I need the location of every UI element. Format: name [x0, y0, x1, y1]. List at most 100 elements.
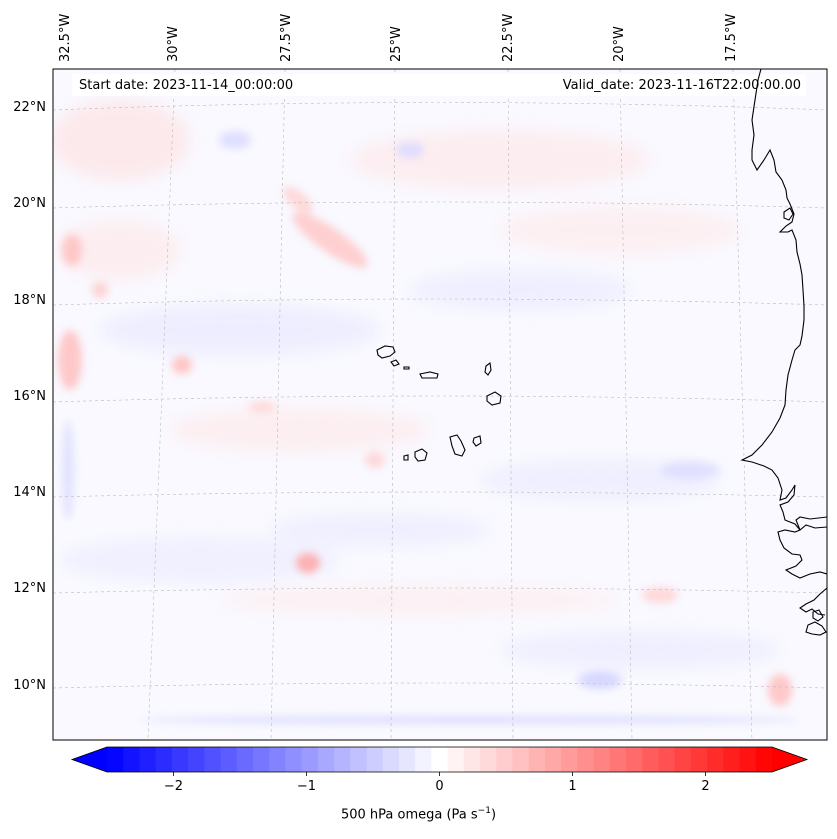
colorbar-cell: [415, 747, 432, 772]
colorbar-cell: [463, 747, 481, 772]
colorbar-cells: [107, 747, 773, 772]
colorbar-cell: [480, 747, 497, 772]
lon-label: 17.5°W: [724, 14, 739, 62]
island-sao-vicente: [390, 359, 400, 367]
colorbar-tick-label: 1: [568, 779, 576, 794]
lon-gridline: [270, 69, 286, 740]
colorbar-cell: [285, 747, 303, 772]
coastline-guinea: [799, 587, 827, 616]
descent-cell: [660, 461, 720, 479]
colorbar-cell: [350, 747, 368, 772]
island-bijagos: [812, 609, 824, 622]
island-bijagos: [805, 621, 827, 636]
colorbar-cell: [658, 747, 676, 772]
colorbar-cell: [123, 747, 141, 772]
lon-gridline: [507, 69, 514, 740]
colorbar-cell: [252, 747, 270, 772]
colorbar-cell: [561, 747, 578, 772]
colorbar-cell: [301, 747, 319, 772]
ascent-band: [283, 186, 313, 214]
lat-label: 20°N: [13, 196, 46, 211]
island-santo-antao: [376, 345, 396, 359]
ascent-cell: [248, 401, 276, 413]
lon-gridline: [732, 69, 753, 740]
colorbar-cell: [674, 747, 692, 772]
lon-gridline: [619, 69, 633, 740]
coastline-main: [740, 69, 827, 531]
descent-patch: [410, 270, 630, 310]
colorbar-cell: [577, 747, 595, 772]
colorbar-label: 500 hPa omega (Pa s−1): [0, 806, 837, 822]
lat-gridline: [53, 395, 827, 403]
ascent-cell: [58, 330, 82, 390]
colorbar-label-text: 500 hPa omega (Pa s: [340, 807, 478, 823]
island-sao-nicolau: [419, 371, 439, 379]
ascent-cell: [172, 356, 192, 374]
colorbar-outline: [70, 746, 809, 773]
lat-gridline: [53, 201, 827, 209]
lat-label: 12°N: [13, 581, 46, 596]
start-date-label: Start date: 2023-11-14_00:00:00: [79, 78, 294, 93]
colorbar-cell: [609, 747, 627, 772]
colorbar-ticks: −2 −1 0 1 2: [164, 772, 710, 794]
lat-label: 22°N: [13, 100, 46, 115]
ascent-cell: [642, 587, 678, 603]
lon-label: 32.5°W: [58, 14, 73, 62]
colorbar-cell: [366, 747, 384, 772]
colorbar-cell: [544, 747, 562, 772]
ascent-patch: [53, 100, 190, 180]
descent-band: [62, 420, 74, 520]
colorbar-tick-label: 2: [701, 779, 709, 794]
lat-gridline: [53, 587, 827, 594]
colorbar-tick-label: −2: [164, 779, 183, 794]
colorbar-cell: [642, 747, 660, 772]
colorbar-cell: [334, 747, 351, 772]
colorbar-cell: [139, 747, 157, 772]
descent-cell: [578, 671, 622, 689]
lat-gridline: [53, 682, 827, 689]
colorbar-label-close: ): [490, 807, 497, 823]
lon-gridline: [390, 69, 396, 740]
colorbar-cell: [626, 747, 643, 772]
cape-verde-islands: [376, 345, 502, 462]
header-box: [72, 74, 806, 96]
colorbar-cell: [739, 747, 757, 772]
map-border: [52, 68, 828, 741]
colorbar-cell: [447, 747, 465, 772]
lat-label: 10°N: [13, 678, 46, 693]
descent-patch: [60, 538, 340, 582]
colorbar-cell: [512, 747, 530, 772]
lon-label: 25°W: [389, 26, 404, 62]
colorbar-cell: [690, 747, 708, 772]
colorbar-cell: [269, 747, 287, 772]
colorbar-cell: [155, 747, 173, 772]
ascent-patch: [60, 220, 180, 280]
colorbar-min-extend-arrow: [72, 747, 107, 772]
lat-gridline: [53, 298, 827, 306]
colorbar-cell: [204, 747, 222, 772]
colorbar-label-exponent: −1: [477, 806, 491, 816]
lon-labels: 32.5°W 30°W 27.5°W 25°W 22.5°W 20°W 17.5…: [58, 14, 739, 62]
island-santiago: [449, 434, 466, 457]
colorbar-tick-label: −1: [297, 779, 316, 794]
descent-cell: [219, 131, 251, 149]
island-sal: [484, 362, 492, 376]
descent-band: [140, 716, 800, 724]
lon-label: 30°W: [166, 26, 181, 62]
descent-patch: [270, 514, 490, 546]
colorbar-tick-label: 0: [435, 779, 443, 794]
lon-label: 27.5°W: [279, 14, 294, 62]
colorbar-cell: [398, 747, 416, 772]
lat-gridline: [53, 102, 827, 111]
colorbar-cell: [188, 747, 205, 772]
lon-label: 20°W: [612, 26, 627, 62]
colorbar-cell: [107, 747, 124, 772]
lat-labels: 22°N 20°N 18°N 16°N 14°N 12°N 10°N: [13, 100, 46, 693]
ascent-cell: [296, 553, 320, 573]
lon-label: 22.5°W: [501, 14, 516, 62]
colorbar: −2 −1 0 1 2: [70, 746, 809, 794]
ascent-band: [292, 212, 368, 268]
lat-label: 14°N: [13, 485, 46, 500]
map-area: [53, 69, 827, 740]
